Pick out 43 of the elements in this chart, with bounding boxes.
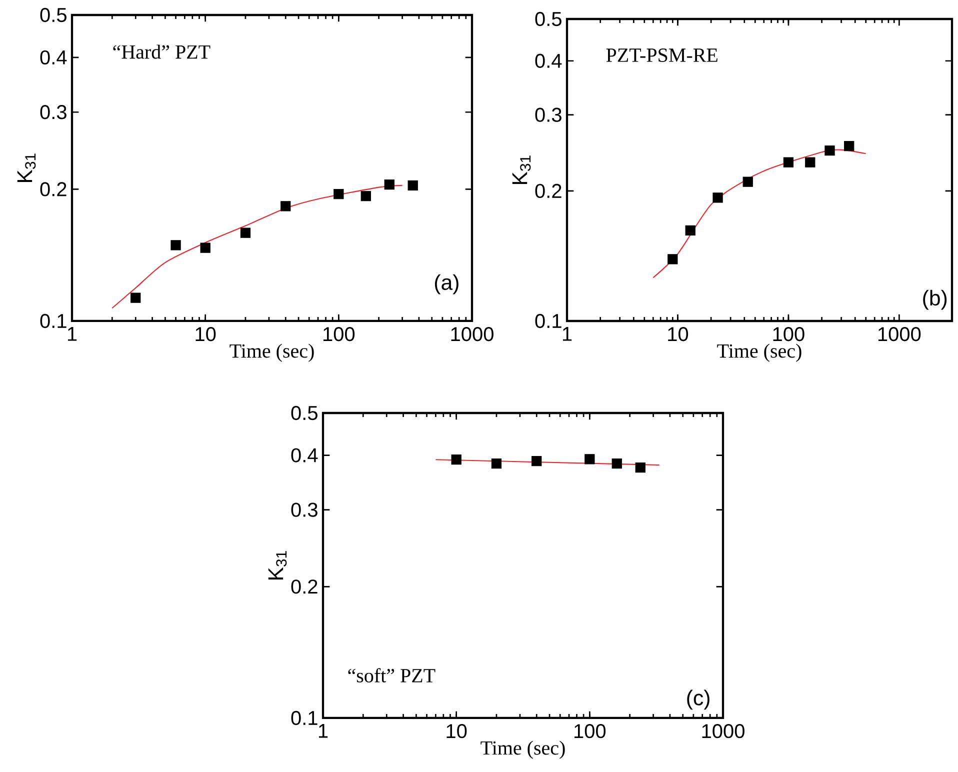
y-tick-label: 0.3 bbox=[291, 502, 318, 517]
x-tick-label: 1000 bbox=[451, 327, 494, 342]
annotation: PZT-PSM-RE bbox=[606, 48, 718, 62]
x-axis-title: Time (sec) bbox=[230, 344, 314, 362]
point bbox=[491, 458, 502, 469]
annotation: (c) bbox=[687, 690, 710, 710]
annotation: “soft” PZT bbox=[348, 668, 436, 682]
y-tick-label: 0.1 bbox=[291, 710, 318, 726]
x-tick-label: 1000 bbox=[702, 724, 744, 738]
x-tick-label: 100 bbox=[574, 724, 606, 738]
x-tick-label: 1 bbox=[318, 724, 328, 738]
y-axis-title: K$_{31}$ bbox=[512, 156, 531, 184]
x-tick-label: 1 bbox=[68, 327, 77, 341]
y-tick-label: 0.5 bbox=[40, 8, 66, 22]
point bbox=[612, 458, 622, 469]
y-tick-label: 0.3 bbox=[40, 105, 66, 120]
x-tick-label: 10 bbox=[446, 724, 467, 738]
y-tick-label: 0.2 bbox=[40, 182, 66, 196]
y-tick-label: 0.4 bbox=[291, 448, 318, 462]
y-tick-label: 0.5 bbox=[535, 12, 562, 26]
point bbox=[451, 454, 462, 465]
annotation: “Hard” PZT bbox=[113, 44, 210, 59]
x-axis-title: Time (sec) bbox=[717, 344, 802, 362]
y-tick-label: 0.4 bbox=[535, 54, 562, 68]
y-axis-title: K$_{31}$ bbox=[268, 551, 287, 580]
x-tick-label: 100 bbox=[773, 327, 804, 342]
y-axis-title: K$_{31}$ bbox=[17, 154, 36, 182]
point bbox=[532, 456, 542, 466]
y-tick-label: 0.2 bbox=[291, 580, 318, 594]
y-tick-label: 0.4 bbox=[40, 50, 67, 64]
x-tick-label: 10 bbox=[196, 327, 216, 342]
y-tick-label: 0.2 bbox=[535, 184, 562, 198]
x-tick-label: 10 bbox=[668, 327, 688, 342]
y-tick-label: 0.5 bbox=[291, 406, 318, 420]
y-tick-label: 0.1 bbox=[535, 314, 562, 328]
x-axis-title: Time (sec) bbox=[480, 740, 565, 759]
y-tick-label: 0.1 bbox=[40, 314, 66, 328]
x-tick-label: 100 bbox=[324, 327, 355, 342]
y-tick-label: 0.3 bbox=[535, 108, 562, 122]
annotation: (a) bbox=[434, 274, 458, 294]
x-tick-label: 1 bbox=[562, 327, 572, 341]
annotation: (b) bbox=[923, 290, 947, 310]
x-tick-label: 1000 bbox=[878, 327, 921, 342]
